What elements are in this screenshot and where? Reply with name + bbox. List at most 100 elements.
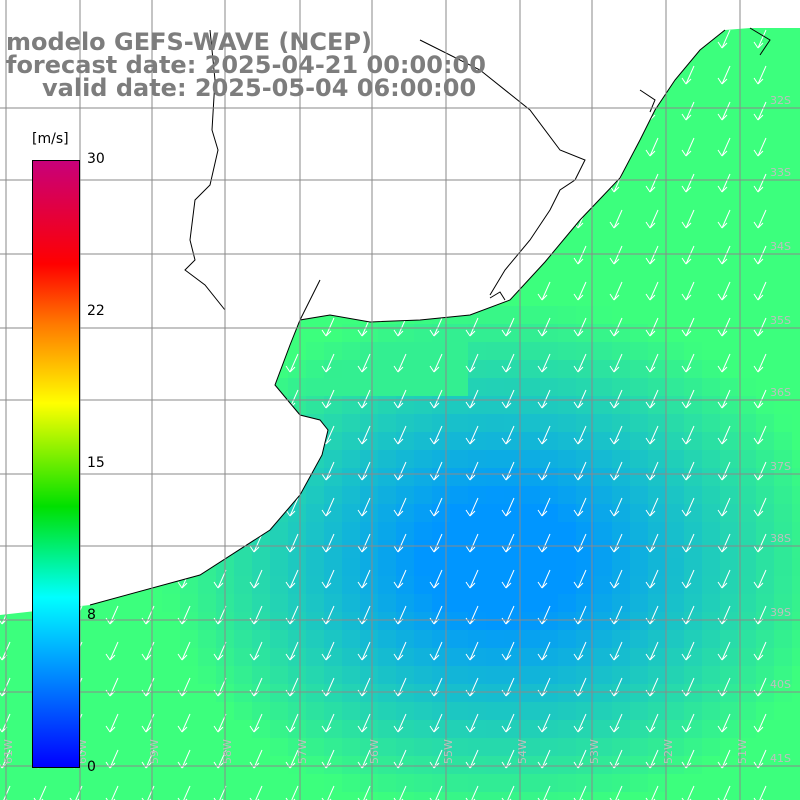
wind-cell [378,522,396,540]
wind-cell [378,612,396,630]
wind-cell [738,468,756,486]
wind-cell [792,216,800,234]
wind-cell [450,522,468,540]
wind-cell [774,594,792,612]
wind-cell [666,378,684,396]
wind-cell [0,792,18,800]
wind-cell [792,396,800,414]
wind-cell [378,468,396,486]
wind-cell [792,756,800,774]
wind-cell [558,324,576,342]
wind-cell [720,288,738,306]
wind-cell [90,648,108,666]
wind-cell [90,666,108,684]
wind-cell [558,666,576,684]
wind-cell [288,792,306,800]
wind-arrow [501,641,515,661]
wind-cell [774,450,792,468]
wind-cell [738,306,756,324]
wind-arrow [501,713,515,733]
wind-cell [414,486,432,504]
wind-cell [738,36,756,54]
latitude-label: 35S [770,314,791,327]
wind-cell [702,162,720,180]
wind-arrow [573,425,587,445]
wind-cell [324,756,342,774]
wind-cell [450,396,468,414]
wind-cell [756,450,774,468]
wind-arrow [717,389,731,409]
wind-arrow [321,317,335,337]
wind-cell [792,360,800,378]
wind-cell [594,450,612,468]
wind-cell [558,792,576,800]
wind-cell [792,558,800,576]
wind-cell [288,378,306,396]
wind-cell [792,738,800,756]
wind-cell [558,252,576,270]
wind-cell [522,432,540,450]
wind-cell [288,558,306,576]
wind-cell [720,540,738,558]
wind-cell [486,324,504,342]
wind-arrow [573,317,587,337]
wind-cell [414,774,432,792]
wind-cell [666,90,684,108]
wind-arrow [753,245,767,265]
wind-cell [486,486,504,504]
wind-cell [774,360,792,378]
wind-cell [594,342,612,360]
wind-cell [378,504,396,522]
wind-cell [666,216,684,234]
wind-cell [738,414,756,432]
wind-cell [684,468,702,486]
wind-cell [342,558,360,576]
wind-cell [756,504,774,522]
wind-arrow [681,425,695,445]
latitude-label: 34S [770,240,791,253]
wind-cell [234,630,252,648]
wind-cell [522,612,540,630]
wind-cell [594,702,612,720]
wind-cell [630,450,648,468]
wind-cell [738,198,756,216]
longitude-label: 51W [736,739,749,764]
wind-cell [144,648,162,666]
wind-arrow [249,533,263,553]
wind-cell [792,468,800,486]
wind-arrow [753,281,767,301]
wind-cell [270,756,288,774]
wind-cell [648,378,666,396]
wind-cell [288,666,306,684]
wind-cell [720,270,738,288]
wind-cell [612,468,630,486]
wind-cell [720,666,738,684]
wind-cell [540,486,558,504]
wind-cell [612,558,630,576]
wind-cell [702,648,720,666]
wind-cell [396,504,414,522]
wind-cell [738,28,756,36]
wind-cell [558,360,576,378]
wind-cell [648,648,666,666]
wind-cell [468,612,486,630]
wind-cell [684,576,702,594]
wind-cell [234,792,252,800]
wind-cell [648,198,666,216]
wind-cell [756,198,774,216]
wind-arrow [537,569,551,589]
wind-cell [18,612,36,630]
latitude-label: 38S [770,532,791,545]
wind-cell [126,648,144,666]
wind-cell [324,324,342,342]
wind-cell [180,684,198,702]
wind-arrow [429,641,443,661]
wind-cell [702,306,720,324]
wind-cell [738,234,756,252]
wind-cell [612,306,630,324]
wind-cell [540,702,558,720]
wind-cell [324,360,342,378]
wind-cell [702,72,720,90]
latitude-label: 33S [770,166,791,179]
wind-cell [684,684,702,702]
